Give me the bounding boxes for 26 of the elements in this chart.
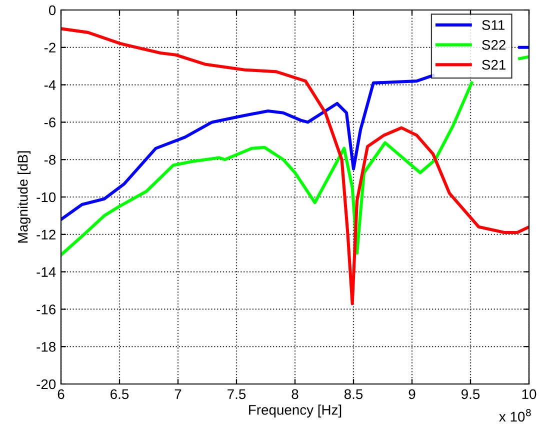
x-tick-label: 6 xyxy=(58,389,64,400)
x-tick-label: 10 xyxy=(522,389,536,400)
y-tick-label: 0 xyxy=(48,5,56,16)
legend-label: S11 xyxy=(482,20,504,30)
y-tick-label: -2 xyxy=(44,42,56,52)
x-tick-label: 7 xyxy=(174,389,182,399)
x-axis-title: Frequency [Hz] xyxy=(249,404,342,418)
y-tick-label: -4 xyxy=(44,80,56,90)
y-tick-label: -18 xyxy=(36,342,56,352)
x-tick-label: 9 xyxy=(408,389,416,400)
x-tick-label: 8 xyxy=(292,389,298,400)
y-tick-label: -12 xyxy=(36,230,56,240)
x-tick-label: 9.5 xyxy=(462,389,480,400)
y-tick-label: -6 xyxy=(44,118,56,128)
legend-label: S22 xyxy=(482,40,506,50)
y-tick-label: -10 xyxy=(36,192,56,202)
legend-label: S21 xyxy=(482,60,506,70)
y-tick-label: -20 xyxy=(36,379,56,390)
y-tick-label: -8 xyxy=(44,154,56,165)
text: x 10$^{8}$ xyxy=(499,408,531,422)
x-tick-label: 6.5 xyxy=(110,389,129,400)
y-tick-label: -14 xyxy=(36,267,56,277)
x-tick-label: 7.5 xyxy=(228,389,246,400)
y-tick-label: -16 xyxy=(36,304,56,314)
x-tick-label: 8.5 xyxy=(344,389,363,400)
y-axis-title: Magnitude [dB] xyxy=(18,151,31,243)
